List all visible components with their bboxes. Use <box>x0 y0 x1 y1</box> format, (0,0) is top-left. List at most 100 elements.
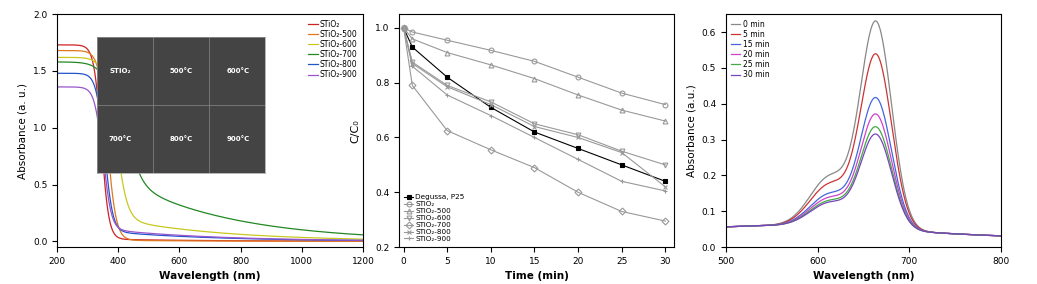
STiO₂-700 <box>317 230 330 234</box>
Line: STiO₂-600: STiO₂-600 <box>57 57 363 239</box>
15 min <box>908 224 921 227</box>
15 min <box>831 189 843 193</box>
STiO₂-900 <box>51 85 63 89</box>
STiO₂ <box>351 239 363 243</box>
STiO₂-600 <box>86 58 99 62</box>
STiO₂-900 <box>660 189 672 193</box>
STiO₂-600 <box>571 133 584 136</box>
STiO₂ <box>317 239 330 243</box>
STiO₂-700 <box>351 233 363 236</box>
STiO₂ <box>660 103 672 106</box>
15 min <box>934 231 947 235</box>
20 min <box>841 186 853 189</box>
STiO₂-700 <box>357 233 369 237</box>
Degussa, P25 <box>616 163 628 167</box>
X-axis label: Wavelength (nm): Wavelength (nm) <box>160 271 260 281</box>
STiO₂-800 <box>181 235 194 238</box>
20 min <box>748 224 760 227</box>
0 min <box>908 220 921 224</box>
X-axis label: Wavelength (nm): Wavelength (nm) <box>813 271 914 281</box>
STiO₂-500 <box>51 49 63 52</box>
STiO₂-800 <box>317 238 330 242</box>
STiO₂-800 <box>484 103 497 106</box>
STiO₂-700 <box>407 84 419 87</box>
0 min <box>831 170 843 173</box>
STiO₂-600 <box>317 237 330 240</box>
STiO₂-700 <box>168 201 180 205</box>
0 min <box>934 231 947 235</box>
STiO₂-600 <box>397 26 410 30</box>
0 min <box>869 19 881 23</box>
Line: STiO₂-700: STiO₂-700 <box>401 26 668 224</box>
30 min <box>908 225 921 229</box>
STiO₂-500 <box>351 240 363 243</box>
20 min <box>908 225 921 228</box>
STiO₂-900 <box>484 114 497 117</box>
Line: 30 min: 30 min <box>726 134 1001 236</box>
5 min <box>720 225 732 229</box>
Line: STiO₂-900: STiO₂-900 <box>401 26 668 193</box>
STiO₂ <box>484 49 497 52</box>
STiO₂-800 <box>168 234 180 238</box>
STiO₂-700 <box>660 219 672 223</box>
Degussa, P25 <box>407 45 419 49</box>
0 min <box>994 234 1007 237</box>
20 min <box>994 234 1007 237</box>
5 min <box>940 231 952 235</box>
Text: C/C₀: C/C₀ <box>351 119 360 143</box>
5 min <box>748 224 760 227</box>
STiO₂-800 <box>86 78 99 82</box>
STiO₂-600 <box>104 108 116 111</box>
Line: 0 min: 0 min <box>726 21 1001 236</box>
STiO₂ <box>397 26 410 30</box>
STiO₂ <box>441 39 453 42</box>
25 min <box>748 224 760 227</box>
Line: STiO₂-600: STiO₂-600 <box>401 26 668 167</box>
30 min <box>841 193 853 196</box>
STiO₂-900 <box>168 233 180 237</box>
STiO₂-800 <box>571 136 584 139</box>
STiO₂-600 <box>407 60 419 64</box>
STiO₂-800 <box>104 197 116 201</box>
25 min <box>841 190 853 194</box>
STiO₂ <box>616 91 628 95</box>
30 min <box>720 225 732 229</box>
30 min <box>748 224 760 227</box>
Legend: 0 min, 5 min, 15 min, 20 min, 25 min, 30 min: 0 min, 5 min, 15 min, 20 min, 25 min, 30… <box>730 18 770 81</box>
STiO₂-700 <box>441 129 453 132</box>
STiO₂-700 <box>571 191 584 194</box>
25 min <box>720 225 732 229</box>
15 min <box>940 231 952 235</box>
STiO₂-500 <box>441 51 453 54</box>
X-axis label: Time (min): Time (min) <box>505 271 568 281</box>
25 min <box>940 231 952 235</box>
Line: STiO₂-800: STiO₂-800 <box>57 73 363 241</box>
0 min <box>940 231 952 235</box>
STiO₂ <box>181 239 194 242</box>
STiO₂-800 <box>528 125 540 128</box>
30 min <box>831 199 843 202</box>
STiO₂-600 <box>357 237 369 241</box>
STiO₂-900 <box>181 234 194 237</box>
15 min <box>720 225 732 229</box>
STiO₂-800 <box>616 151 628 154</box>
STiO₂-800 <box>351 239 363 242</box>
STiO₂-800 <box>407 62 419 65</box>
STiO₂-700 <box>616 210 628 213</box>
STiO₂-900 <box>571 158 584 161</box>
25 min <box>831 197 843 200</box>
STiO₂-800 <box>441 85 453 89</box>
STiO₂-500 <box>181 239 194 243</box>
STiO₂-600 <box>660 163 672 167</box>
Degussa, P25 <box>397 26 410 30</box>
STiO₂-900 <box>441 93 453 97</box>
Line: 25 min: 25 min <box>726 127 1001 236</box>
STiO₂-600 <box>528 122 540 126</box>
Y-axis label: Absorbance (a.u.): Absorbance (a.u.) <box>686 84 696 177</box>
30 min <box>934 231 947 235</box>
STiO₂ <box>104 221 116 224</box>
Line: 5 min: 5 min <box>726 54 1001 236</box>
STiO₂-500 <box>86 54 99 57</box>
STiO₂-700 <box>484 148 497 152</box>
STiO₂-500 <box>104 171 116 174</box>
